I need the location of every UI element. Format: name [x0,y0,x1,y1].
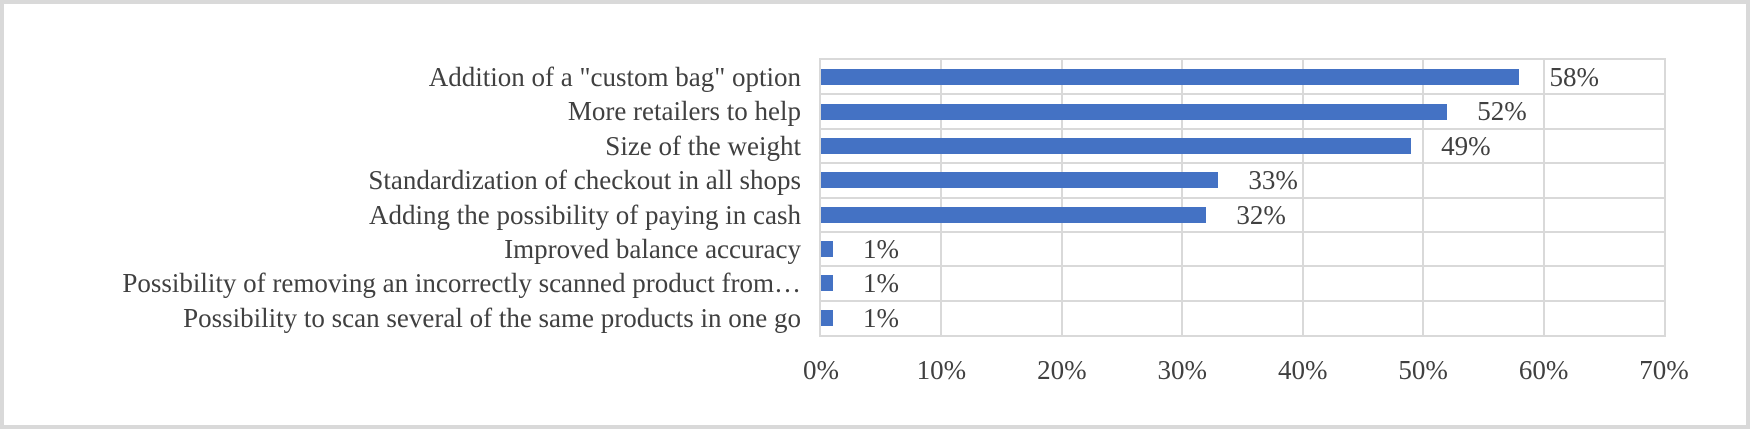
bar [821,206,1207,223]
category-label: Possibility of removing an incorrectly s… [122,268,801,299]
bar-value-label: 33% [1248,165,1298,196]
gridline-horizontal [821,127,1664,130]
bar [821,137,1412,154]
gridline-horizontal [821,230,1664,233]
x-axis-tick-label: 30% [1157,355,1208,385]
x-axis-tick-label: 70% [1639,355,1689,385]
bar [821,172,1219,189]
x-axis-tick-label: 50% [1398,355,1448,385]
x-axis-tick-label: 20% [1037,355,1087,385]
gridline-horizontal [821,299,1664,302]
x-axis-tick-label: 0% [803,355,839,385]
category-label: Size of the weight [605,130,801,161]
category-label: Standardization of checkout in all shops [368,165,801,196]
category-label: Adding the possibility of paying in cash [369,199,801,230]
gridline-horizontal [821,162,1664,165]
gridline-horizontal [821,93,1664,96]
bar-value-label: 52% [1477,96,1527,127]
category-label: Possibility to scan several of the same … [183,302,801,333]
bar-value-label: 1% [863,233,900,264]
x-axis-tick-label: 10% [916,355,967,385]
gridline-horizontal [821,265,1664,268]
bar [821,69,1520,86]
bar [821,103,1448,120]
bar [821,275,834,292]
category-label: Improved balance accuracy [504,233,801,264]
bar [821,241,834,258]
plot-area: 58% 52% 49% 33% 32% 1% 1% 1% [819,58,1666,337]
bar-value-label: 58% [1549,62,1599,92]
bar [821,309,834,326]
bar-value-label: 32% [1236,199,1286,230]
x-axis-tick-label: 40% [1277,355,1328,385]
bar-value-label: 1% [863,268,900,299]
gridline-horizontal [821,196,1664,199]
category-labels: Addition of a "custom bag" option More re… [4,58,809,333]
bar-value-label: 1% [863,302,900,333]
category-label: More retailers to help [567,96,801,127]
category-label: Addition of a "custom bag" option [428,62,801,92]
x-axis-tick-label: 60% [1518,355,1569,385]
bar-value-label: 49% [1441,130,1491,161]
